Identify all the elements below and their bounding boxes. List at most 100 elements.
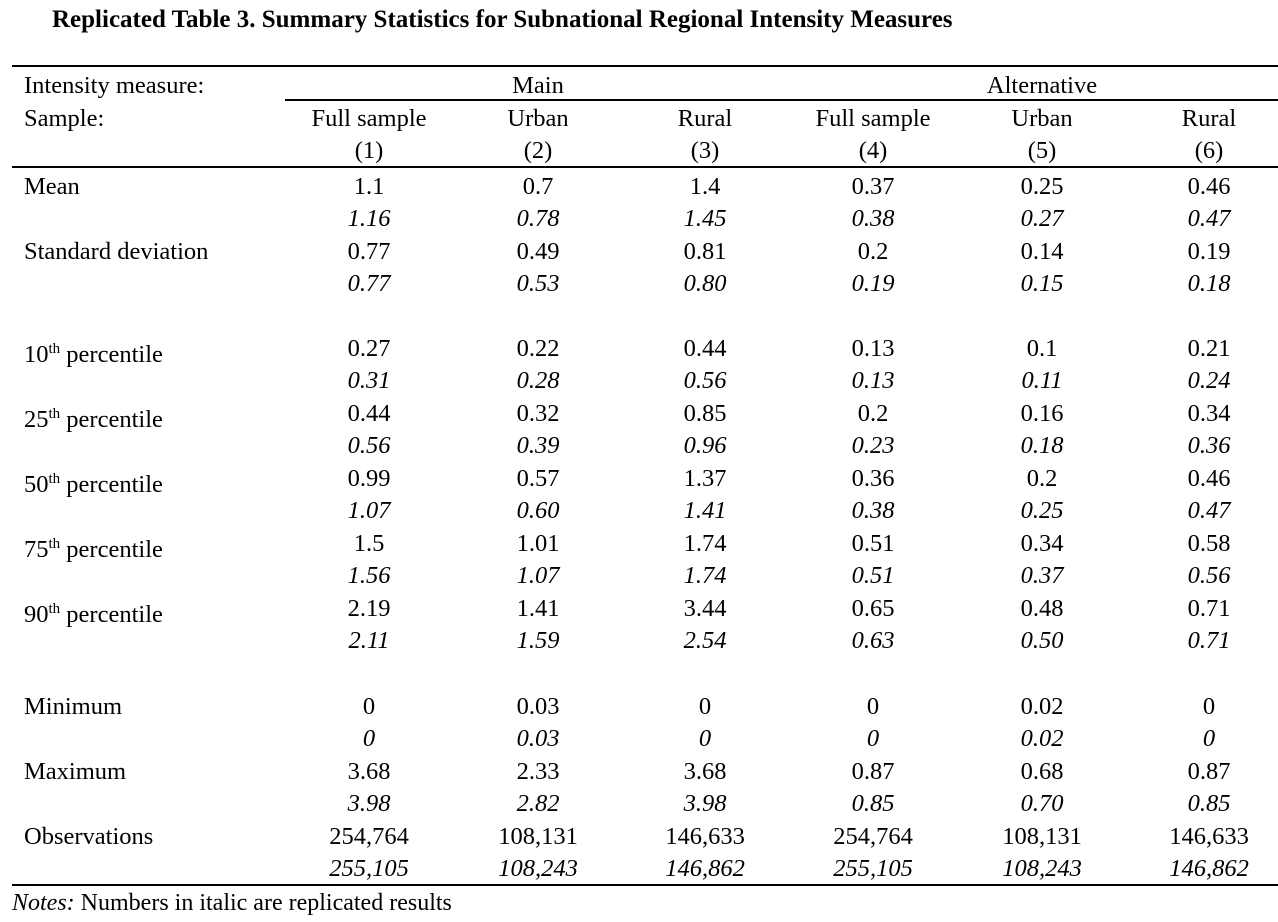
replicated-value-cell: 0.11 — [1021, 367, 1063, 394]
value-cell: 0.25 — [1020, 173, 1064, 200]
row-label-text: 25 — [24, 406, 49, 434]
row-label: Maximum — [24, 757, 126, 787]
notes-text: Numbers in italic are replicated results — [74, 890, 452, 916]
header-intensity-label: Intensity measure: — [24, 72, 205, 99]
group-rule — [285, 99, 1278, 101]
replicated-value-cell: 0 — [362, 725, 376, 752]
value-cell: 146,633 — [1169, 823, 1249, 850]
top-rule — [12, 65, 1278, 67]
replicated-value-cell: 0.31 — [347, 367, 391, 394]
row-label-suffix: percentile — [60, 471, 163, 499]
column-header: Rural — [677, 105, 733, 132]
replicated-value-cell: 0.85 — [851, 790, 895, 817]
replicated-value-cell: 2.82 — [516, 790, 560, 817]
replicated-value-cell: 0.13 — [851, 367, 895, 394]
value-cell: 0.21 — [1187, 335, 1231, 362]
replicated-value-cell: 0.18 — [1187, 270, 1231, 297]
column-number: (5) — [1027, 137, 1057, 164]
value-cell: 108,131 — [498, 823, 578, 850]
group-header: Alternative — [986, 72, 1098, 99]
replicated-value-cell: 0.28 — [516, 367, 560, 394]
row-label-text: Mean — [24, 173, 80, 200]
replicated-value-cell: 3.98 — [347, 790, 391, 817]
replicated-value-cell: 1.07 — [516, 562, 560, 589]
replicated-value-cell: 146,862 — [1169, 855, 1249, 882]
row-label-text: 50 — [24, 471, 49, 499]
row-label-text: 90 — [24, 601, 49, 629]
replicated-value-cell: 0.85 — [1187, 790, 1231, 817]
replicated-value-cell: 0.56 — [347, 432, 391, 459]
notes-prefix: Notes: — [12, 890, 75, 916]
value-cell: 0.77 — [347, 238, 391, 265]
value-cell: 3.44 — [683, 595, 727, 622]
value-cell: 1.1 — [353, 173, 385, 200]
value-cell: 0.22 — [516, 335, 560, 362]
replicated-value-cell: 108,243 — [498, 855, 578, 882]
table-title: Replicated Table 3. Summary Statistics f… — [52, 6, 953, 33]
value-cell: 0.46 — [1187, 465, 1231, 492]
row-label: 25th percentile — [24, 399, 163, 435]
row-label: 50th percentile — [24, 464, 163, 500]
row-label-text: Minimum — [24, 693, 123, 720]
row-label-superscript: th — [48, 341, 61, 357]
value-cell: 0.34 — [1187, 400, 1231, 427]
row-label: Minimum — [24, 692, 122, 722]
replicated-value-cell: 0.80 — [683, 270, 727, 297]
value-cell: 0.49 — [516, 238, 560, 265]
replicated-value-cell: 0 — [698, 725, 712, 752]
value-cell: 108,131 — [1002, 823, 1082, 850]
value-cell: 0 — [698, 693, 712, 720]
column-header: Rural — [1181, 105, 1237, 132]
value-cell: 0 — [1202, 693, 1216, 720]
replicated-value-cell: 1.16 — [347, 205, 391, 232]
header-sample-label: Sample: — [24, 105, 105, 132]
value-cell: 1.37 — [683, 465, 727, 492]
row-label: Observations — [24, 822, 153, 852]
row-label-superscript: th — [48, 601, 61, 617]
group-header: Main — [512, 72, 564, 99]
replicated-value-cell: 1.56 — [347, 562, 391, 589]
replicated-value-cell: 0.71 — [1187, 627, 1231, 654]
row-label-suffix: percentile — [60, 601, 163, 629]
replicated-value-cell: 255,105 — [833, 855, 913, 882]
column-number: (2) — [523, 137, 553, 164]
value-cell: 0.71 — [1187, 595, 1231, 622]
row-label-text: Standard deviation — [24, 238, 209, 265]
value-cell: 254,764 — [833, 823, 913, 850]
value-cell: 0.85 — [683, 400, 727, 427]
replicated-value-cell: 0.25 — [1020, 497, 1064, 524]
row-label: 75th percentile — [24, 529, 163, 565]
value-cell: 0.48 — [1020, 595, 1064, 622]
row-label: Mean — [24, 172, 80, 202]
value-cell: 0.99 — [347, 465, 391, 492]
replicated-value-cell: 1.41 — [683, 497, 727, 524]
value-cell: 0.03 — [516, 693, 560, 720]
column-number: (3) — [690, 137, 720, 164]
row-label-text: Maximum — [24, 758, 127, 785]
replicated-value-cell: 0 — [866, 725, 880, 752]
row-label: 10th percentile — [24, 334, 163, 370]
replicated-value-cell: 3.98 — [683, 790, 727, 817]
replicated-value-cell: 0.37 — [1020, 562, 1064, 589]
replicated-value-cell: 146,862 — [665, 855, 745, 882]
replicated-value-cell: 0.03 — [516, 725, 560, 752]
replicated-value-cell: 0.77 — [347, 270, 391, 297]
replicated-value-cell: 0.38 — [851, 205, 895, 232]
row-label: 90th percentile — [24, 594, 163, 630]
value-cell: 3.68 — [347, 758, 391, 785]
value-cell: 0.02 — [1020, 693, 1064, 720]
replicated-value-cell: 0.24 — [1187, 367, 1231, 394]
replicated-value-cell: 0.18 — [1020, 432, 1064, 459]
replicated-value-cell: 0.15 — [1020, 270, 1064, 297]
value-cell: 0.32 — [516, 400, 560, 427]
column-header: Full sample — [311, 105, 427, 132]
value-cell: 1.74 — [683, 530, 727, 557]
replicated-value-cell: 0.39 — [516, 432, 560, 459]
replicated-value-cell: 0 — [1202, 725, 1216, 752]
value-cell: 3.68 — [683, 758, 727, 785]
replicated-value-cell: 0.38 — [851, 497, 895, 524]
bottom-rule — [12, 884, 1278, 886]
value-cell: 0.46 — [1187, 173, 1231, 200]
value-cell: 1.01 — [516, 530, 560, 557]
value-cell: 0.65 — [851, 595, 895, 622]
